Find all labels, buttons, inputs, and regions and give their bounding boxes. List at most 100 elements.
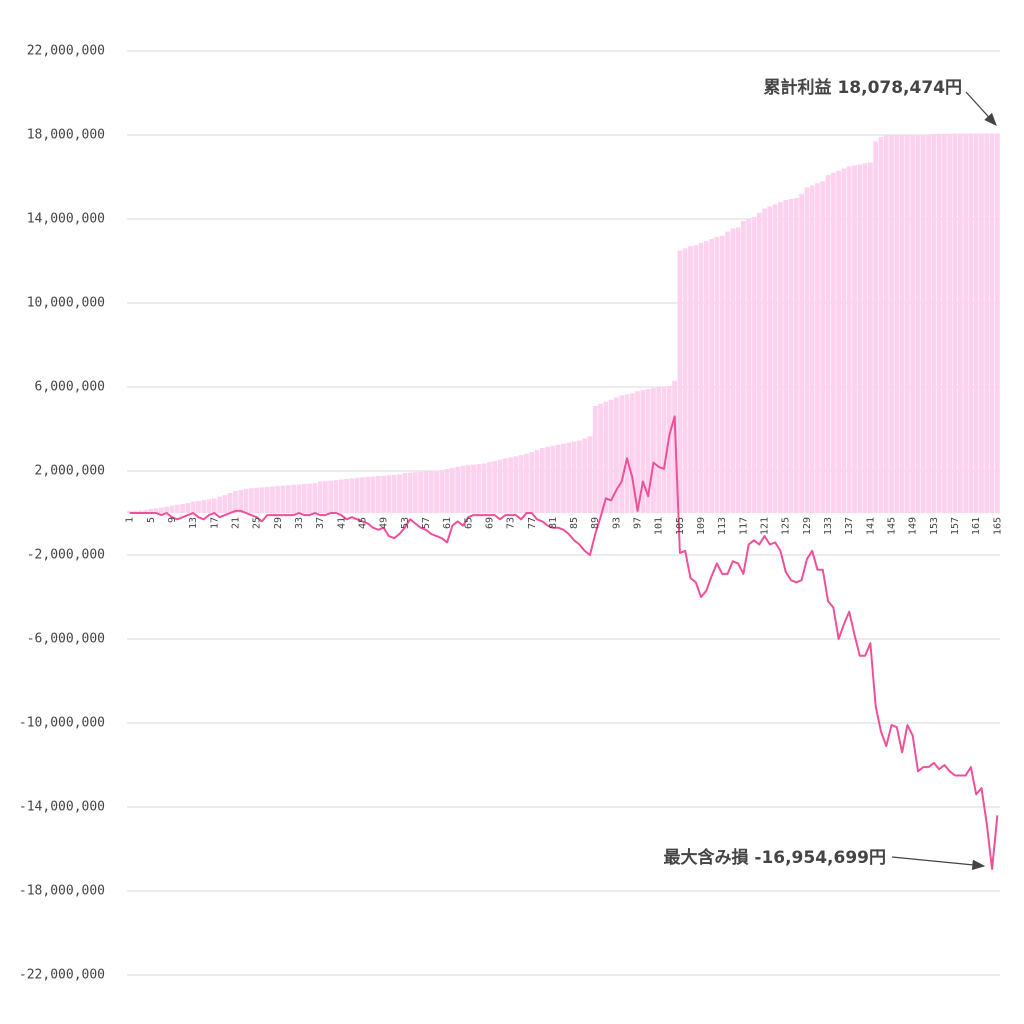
bar [412, 472, 418, 513]
y-tick-label: -2,000,000 [27, 548, 105, 563]
x-tick-label: 153 [929, 517, 940, 535]
bar [386, 475, 392, 513]
bar [703, 241, 709, 514]
bar [576, 440, 582, 513]
bar [397, 474, 402, 513]
x-tick-label: 33 [294, 517, 305, 529]
bar [450, 467, 455, 513]
bar [164, 506, 170, 513]
bar [735, 227, 741, 513]
bar [333, 480, 339, 513]
bar [640, 390, 646, 513]
bar [883, 135, 889, 513]
bar [725, 231, 730, 513]
bar [492, 460, 498, 513]
bar [788, 199, 794, 514]
x-tick-label: 17 [209, 517, 220, 529]
bar [825, 174, 831, 513]
bar [624, 394, 630, 513]
bar [545, 446, 551, 513]
bar [275, 486, 281, 513]
bar [852, 165, 857, 513]
bar [291, 484, 297, 513]
bar [841, 168, 847, 513]
bar [238, 489, 244, 513]
bar [280, 485, 286, 513]
bar [259, 487, 265, 513]
bar [968, 133, 974, 513]
y-tick-label: 2,000,000 [35, 464, 105, 479]
bar [762, 208, 767, 513]
bar [370, 476, 376, 513]
bar [285, 485, 291, 513]
bar [756, 212, 762, 513]
bar [899, 135, 905, 513]
x-tick-label: 73 [506, 517, 517, 529]
bar [836, 170, 842, 513]
bar [180, 503, 185, 513]
bar [862, 163, 868, 513]
x-tick-label: 101 [654, 517, 665, 535]
bar [619, 395, 625, 513]
bar [915, 134, 921, 514]
y-tick-label: 14,000,000 [27, 212, 105, 227]
bar [635, 391, 640, 513]
bar [428, 471, 434, 513]
bar [434, 470, 439, 513]
bar [169, 505, 175, 513]
x-tick-label: 97 [633, 517, 644, 529]
bar [407, 472, 413, 513]
x-tick-label: 29 [273, 517, 284, 529]
x-tick-label: 89 [590, 517, 601, 529]
bar [994, 133, 1000, 513]
bar [809, 185, 815, 513]
bar [137, 510, 143, 513]
bar [296, 484, 302, 513]
bar [566, 442, 572, 513]
bar [243, 488, 249, 513]
bar [148, 508, 154, 513]
x-tick-label: 61 [442, 517, 453, 529]
bar [439, 469, 445, 513]
bar [254, 487, 260, 513]
bar [709, 238, 715, 513]
bar [698, 243, 704, 513]
bar [672, 380, 677, 513]
bar [349, 478, 355, 513]
bar [460, 465, 466, 513]
bar [719, 235, 725, 514]
bar [693, 245, 699, 513]
bar [159, 507, 164, 513]
x-tick-label: 137 [844, 517, 855, 535]
bar [418, 471, 424, 513]
bar [894, 135, 900, 513]
x-tick-label: 53 [400, 517, 411, 529]
bar [931, 133, 937, 513]
bar [132, 510, 138, 513]
x-tick-label: 77 [527, 517, 538, 529]
bar [730, 228, 736, 513]
bar [905, 135, 910, 513]
bar [592, 405, 598, 513]
bar [582, 438, 588, 513]
bar [317, 481, 323, 513]
bar [561, 443, 566, 513]
annotation: 累計利益 18,078,474円 [764, 77, 962, 98]
x-tick-label: 65 [463, 517, 474, 529]
bar [603, 401, 609, 513]
x-tick-label: 145 [887, 517, 898, 535]
bar [714, 236, 720, 513]
bar [423, 471, 429, 513]
line [129, 415, 999, 871]
bar [508, 457, 513, 513]
bar [227, 493, 233, 513]
bar [846, 166, 852, 513]
bar [936, 133, 942, 514]
bar [587, 436, 593, 513]
bar [666, 385, 672, 513]
bar [375, 476, 381, 513]
bar [360, 477, 365, 513]
bar [518, 455, 524, 513]
bar [301, 484, 307, 513]
